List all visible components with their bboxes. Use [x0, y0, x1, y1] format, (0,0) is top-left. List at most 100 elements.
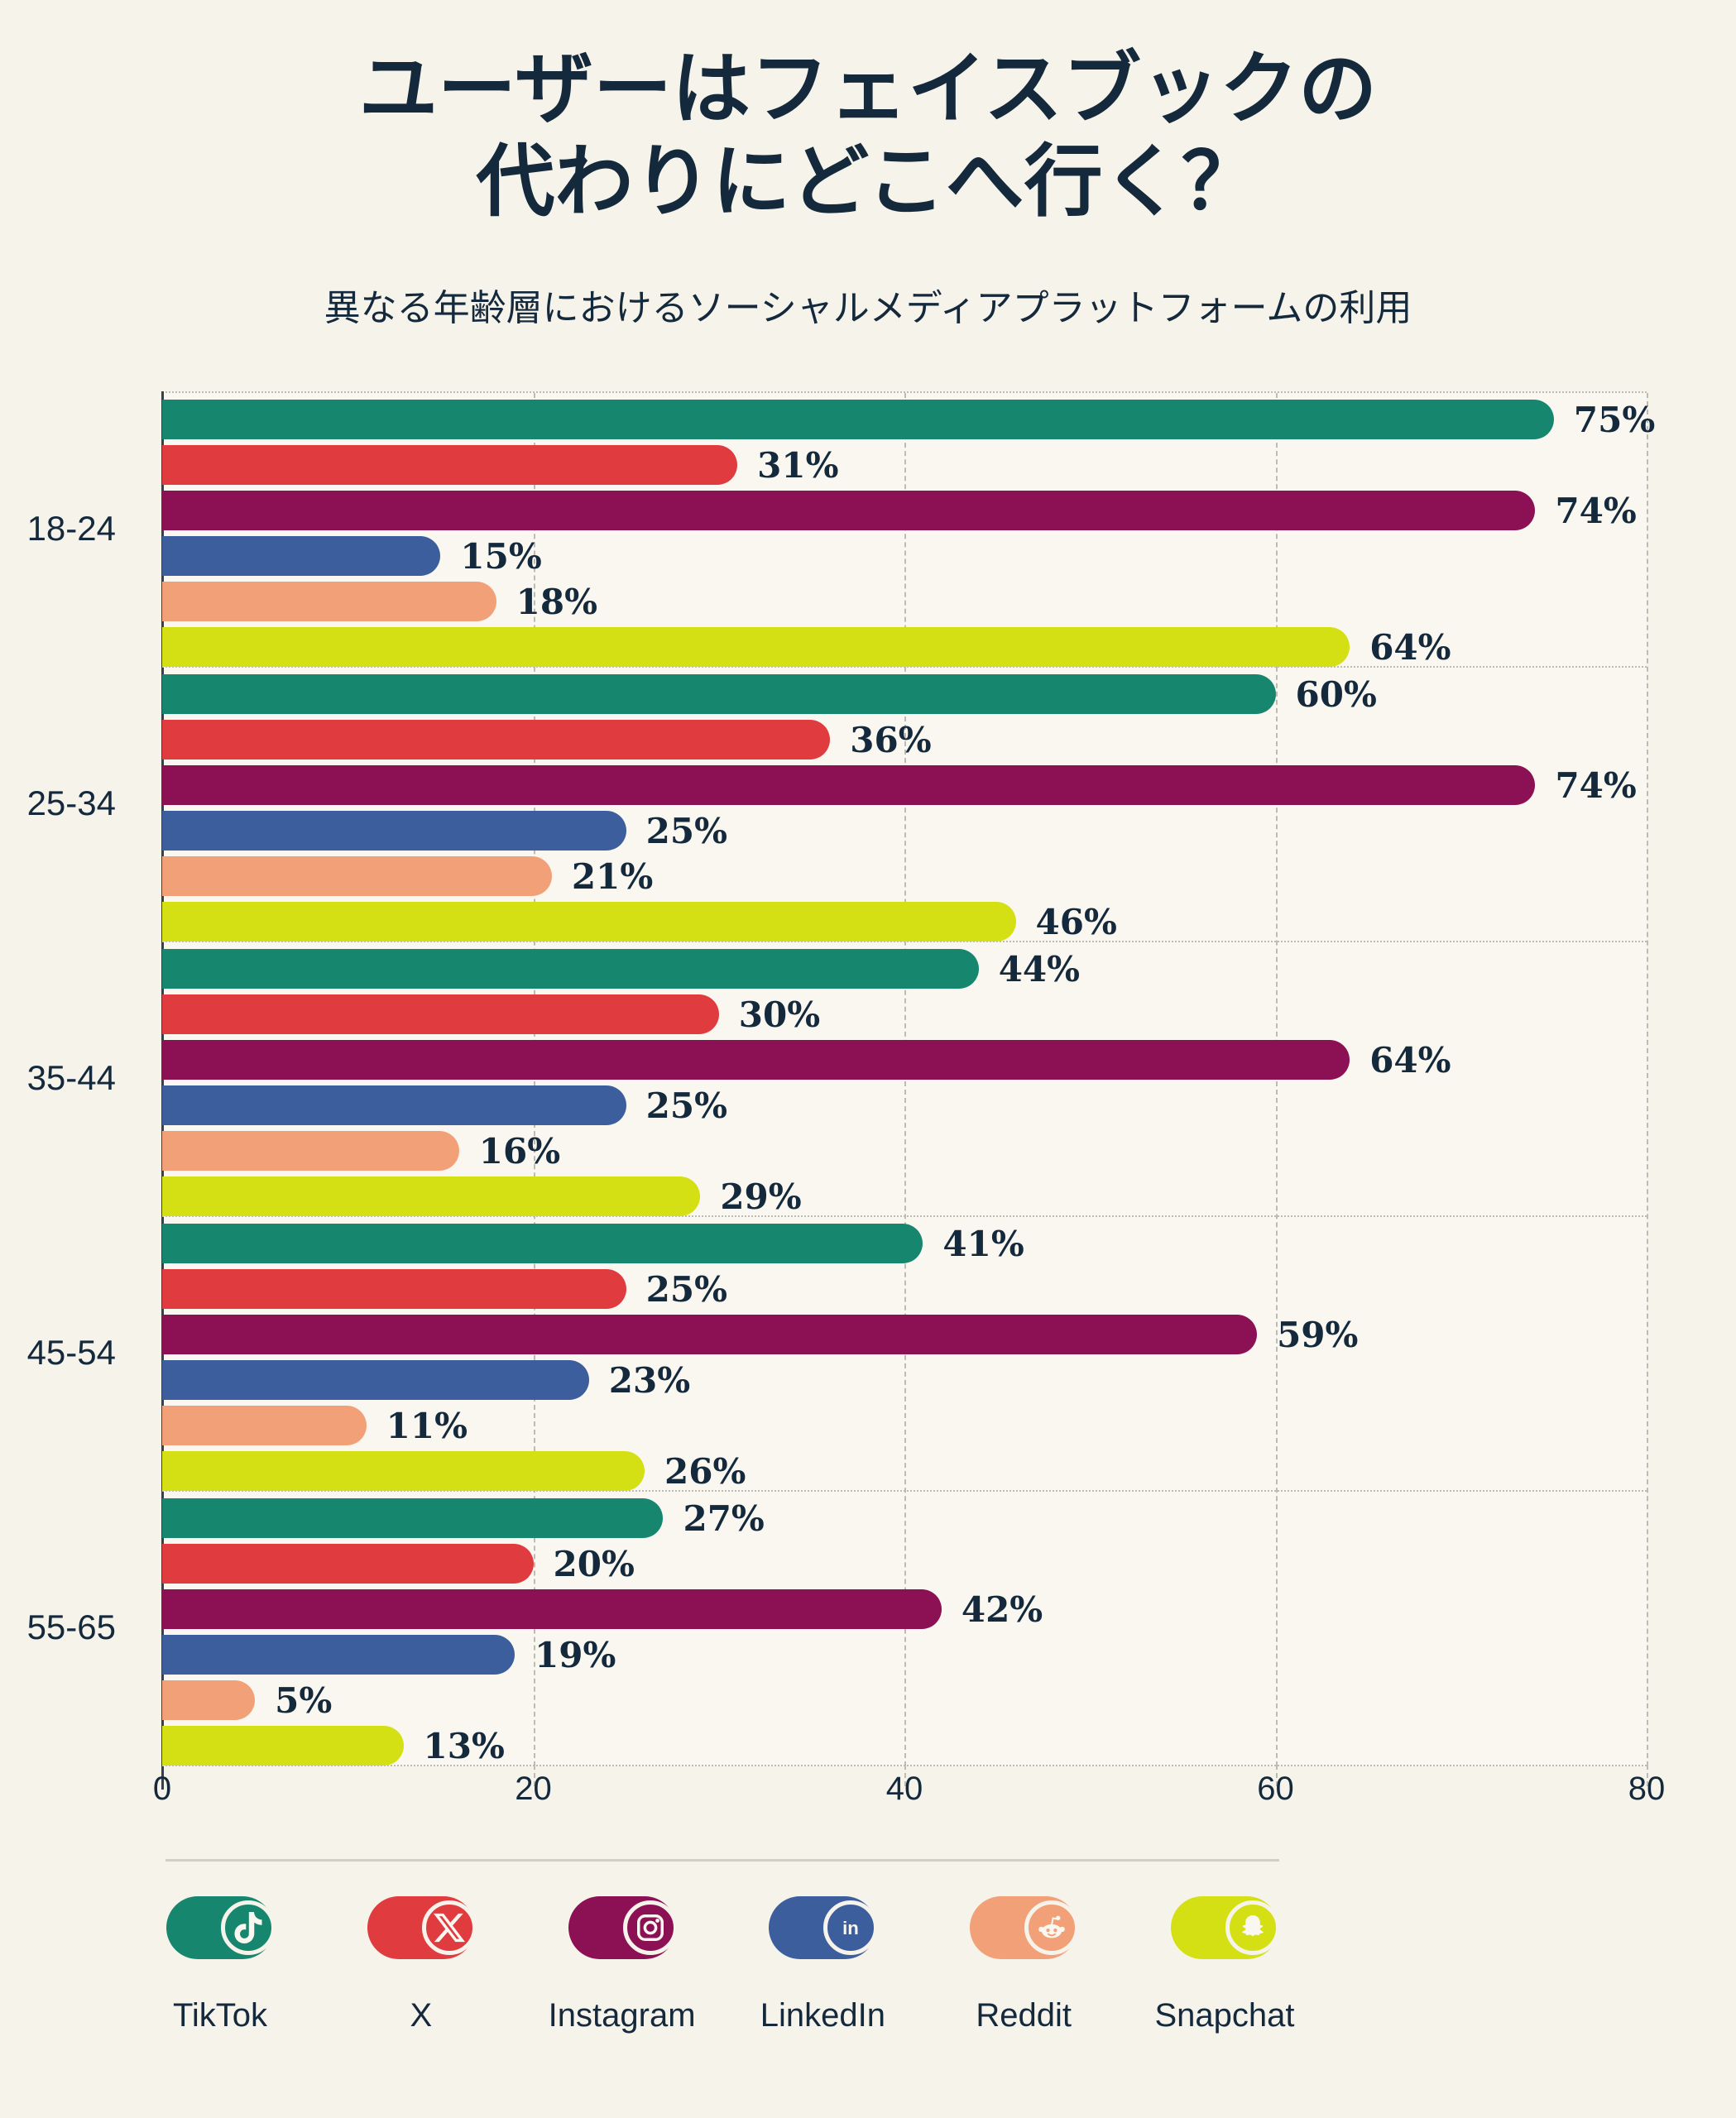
bar-x-25-34: [162, 720, 831, 760]
x-tick-40: [904, 1765, 906, 1786]
y-axis-label-35-44: 35-44: [26, 1058, 116, 1097]
bar-row-snapchat-55-65: 13%: [162, 1726, 1647, 1766]
bar-row-snapchat-45-54: 26%: [162, 1451, 1647, 1492]
bar-row-snapchat-18-24: 64%: [162, 626, 1647, 668]
bar-row-instagram-18-24: 74%: [162, 491, 1647, 531]
bar-x-55-65: [162, 1544, 534, 1584]
bar-tiktok-45-54: [162, 1224, 923, 1263]
bar-value-tiktok-55-65: 27%: [683, 1497, 765, 1539]
bar-linkedin-55-65: [162, 1635, 516, 1675]
bar-value-snapchat-35-44: 29%: [720, 1176, 802, 1217]
legend-knob-snapchat: [1225, 1900, 1280, 1955]
bar-snapchat-45-54: [162, 1451, 645, 1491]
bar-value-reddit-25-34: 21%: [571, 855, 654, 897]
legend-label-x: X: [410, 1997, 433, 2034]
bar-linkedin-45-54: [162, 1360, 589, 1400]
bar-value-tiktok-45-54: 41%: [942, 1223, 1024, 1264]
legend-knob-tiktok: [221, 1900, 276, 1955]
bar-instagram-35-44: [162, 1040, 1350, 1080]
gridline-80: [1647, 393, 1648, 1766]
bar-reddit-18-24: [162, 582, 496, 621]
bar-row-x-55-65: 20%: [162, 1544, 1647, 1584]
bar-x-18-24: [162, 445, 738, 485]
legend-knob-x: [421, 1900, 477, 1955]
bar-value-snapchat-25-34: 46%: [1035, 901, 1117, 942]
bar-tiktok-18-24: [162, 400, 1554, 439]
bar-value-snapchat-18-24: 64%: [1369, 626, 1451, 668]
snapchat-icon: [1242, 1914, 1264, 1937]
bar-row-snapchat-35-44: 29%: [162, 1176, 1647, 1217]
legend-label-snapchat: Snapchat: [1154, 1997, 1295, 2034]
y-axis-label-25-34: 25-34: [26, 783, 116, 822]
bar-value-linkedin-18-24: 15%: [460, 535, 542, 577]
legend-pill-snapchat: [1170, 1896, 1280, 1959]
x-axis-label-80: 80: [1628, 1771, 1666, 1807]
legend-pill-linkedin: in: [769, 1896, 879, 1959]
bar-row-reddit-25-34: 21%: [162, 855, 1647, 897]
bar-reddit-35-44: [162, 1131, 459, 1171]
bar-row-instagram-45-54: 59%: [162, 1314, 1647, 1355]
plot-area: 75% 31% 74% 15% 18% 64% 60% 36% 74% 25% 21% 46% 44% 3…: [162, 391, 1655, 1766]
bar-row-x-45-54: 25%: [162, 1268, 1647, 1310]
bar-row-tiktok-25-34: 60%: [162, 674, 1647, 715]
bar-row-reddit-55-65: 5%: [162, 1680, 1647, 1721]
legend-knob-reddit: [1024, 1900, 1080, 1955]
x-axis-label-0: 0: [152, 1771, 172, 1807]
bar-value-reddit-35-44: 16%: [478, 1130, 561, 1172]
bar-row-tiktok-35-44: 44%: [162, 949, 1647, 990]
legend-item-snapchat: Snapchat: [1154, 1896, 1295, 2034]
bar-row-tiktok-55-65: 27%: [162, 1497, 1647, 1539]
bar-linkedin-35-44: [162, 1085, 626, 1125]
gridline-20: [533, 393, 535, 1766]
legend-divider: [165, 1859, 1279, 1862]
chart-title-line2: 代わりにどこへ行く？: [476, 138, 1260, 226]
legend-knob-linkedin: in: [823, 1900, 879, 1955]
bar-instagram-18-24: [162, 491, 1536, 530]
bar-value-linkedin-25-34: 25%: [645, 810, 727, 851]
bar-value-x-18-24: 31%: [757, 444, 839, 486]
legend-pill-reddit: [970, 1896, 1080, 1959]
x-tick-80: [1647, 1765, 1648, 1786]
legend-item-linkedin: in LinkedIn: [760, 1896, 885, 2034]
bar-snapchat-35-44: [162, 1176, 701, 1216]
bar-value-tiktok-18-24: 75%: [1573, 399, 1656, 440]
bar-row-tiktok-18-24: 75%: [162, 400, 1655, 440]
legend-label-linkedin: LinkedIn: [760, 1997, 886, 2034]
x-tick-20: [533, 1765, 535, 1786]
legend-label-reddit: Reddit: [976, 1997, 1072, 2034]
bar-linkedin-25-34: [162, 811, 626, 851]
bar-instagram-55-65: [162, 1589, 942, 1629]
bar-row-x-25-34: 36%: [162, 720, 1647, 760]
bar-value-instagram-55-65: 42%: [961, 1588, 1043, 1630]
y-axis-label-18-24: 18-24: [26, 509, 116, 548]
gridline-40: [904, 393, 906, 1766]
bar-x-35-44: [162, 994, 719, 1034]
bar-snapchat-25-34: [162, 902, 1016, 942]
x-axis-label-20: 20: [515, 1771, 552, 1807]
chart-title: ユーザーはフェイスブックの 代わりにどこへ行く？: [0, 43, 1736, 228]
bar-tiktok-25-34: [162, 674, 1276, 714]
bar-value-x-25-34: 36%: [850, 719, 932, 760]
bar-value-linkedin-45-54: 23%: [608, 1359, 691, 1401]
bar-tiktok-55-65: [162, 1498, 664, 1538]
bar-value-x-55-65: 20%: [553, 1543, 635, 1584]
linkedin-icon: in: [843, 1918, 860, 1938]
bar-reddit-25-34: [162, 856, 552, 896]
bar-row-linkedin-55-65: 19%: [162, 1635, 1647, 1675]
bar-value-instagram-35-44: 64%: [1369, 1039, 1451, 1081]
bar-group-55-65: 27% 20% 42% 19% 5% 13%: [162, 1492, 1647, 1766]
bar-value-x-45-54: 25%: [645, 1268, 727, 1310]
instagram-icon: [636, 1914, 664, 1941]
bar-value-linkedin-35-44: 25%: [645, 1085, 727, 1126]
legend-item-x: X: [367, 1896, 477, 2034]
bar-row-linkedin-25-34: 25%: [162, 811, 1647, 851]
bar-x-45-54: [162, 1269, 626, 1309]
bar-row-reddit-45-54: 11%: [162, 1406, 1647, 1446]
bar-value-instagram-45-54: 59%: [1277, 1314, 1359, 1355]
bar-value-x-35-44: 30%: [738, 994, 821, 1035]
legend-item-instagram: Instagram: [549, 1896, 696, 2034]
legend: TikTok X Instagram in LinkedIn Reddit Snapchat: [165, 1896, 1295, 2034]
chart-title-line1: ユーザーはフェイスブックの: [358, 46, 1378, 133]
y-axis-label-45-54: 45-54: [26, 1333, 116, 1372]
